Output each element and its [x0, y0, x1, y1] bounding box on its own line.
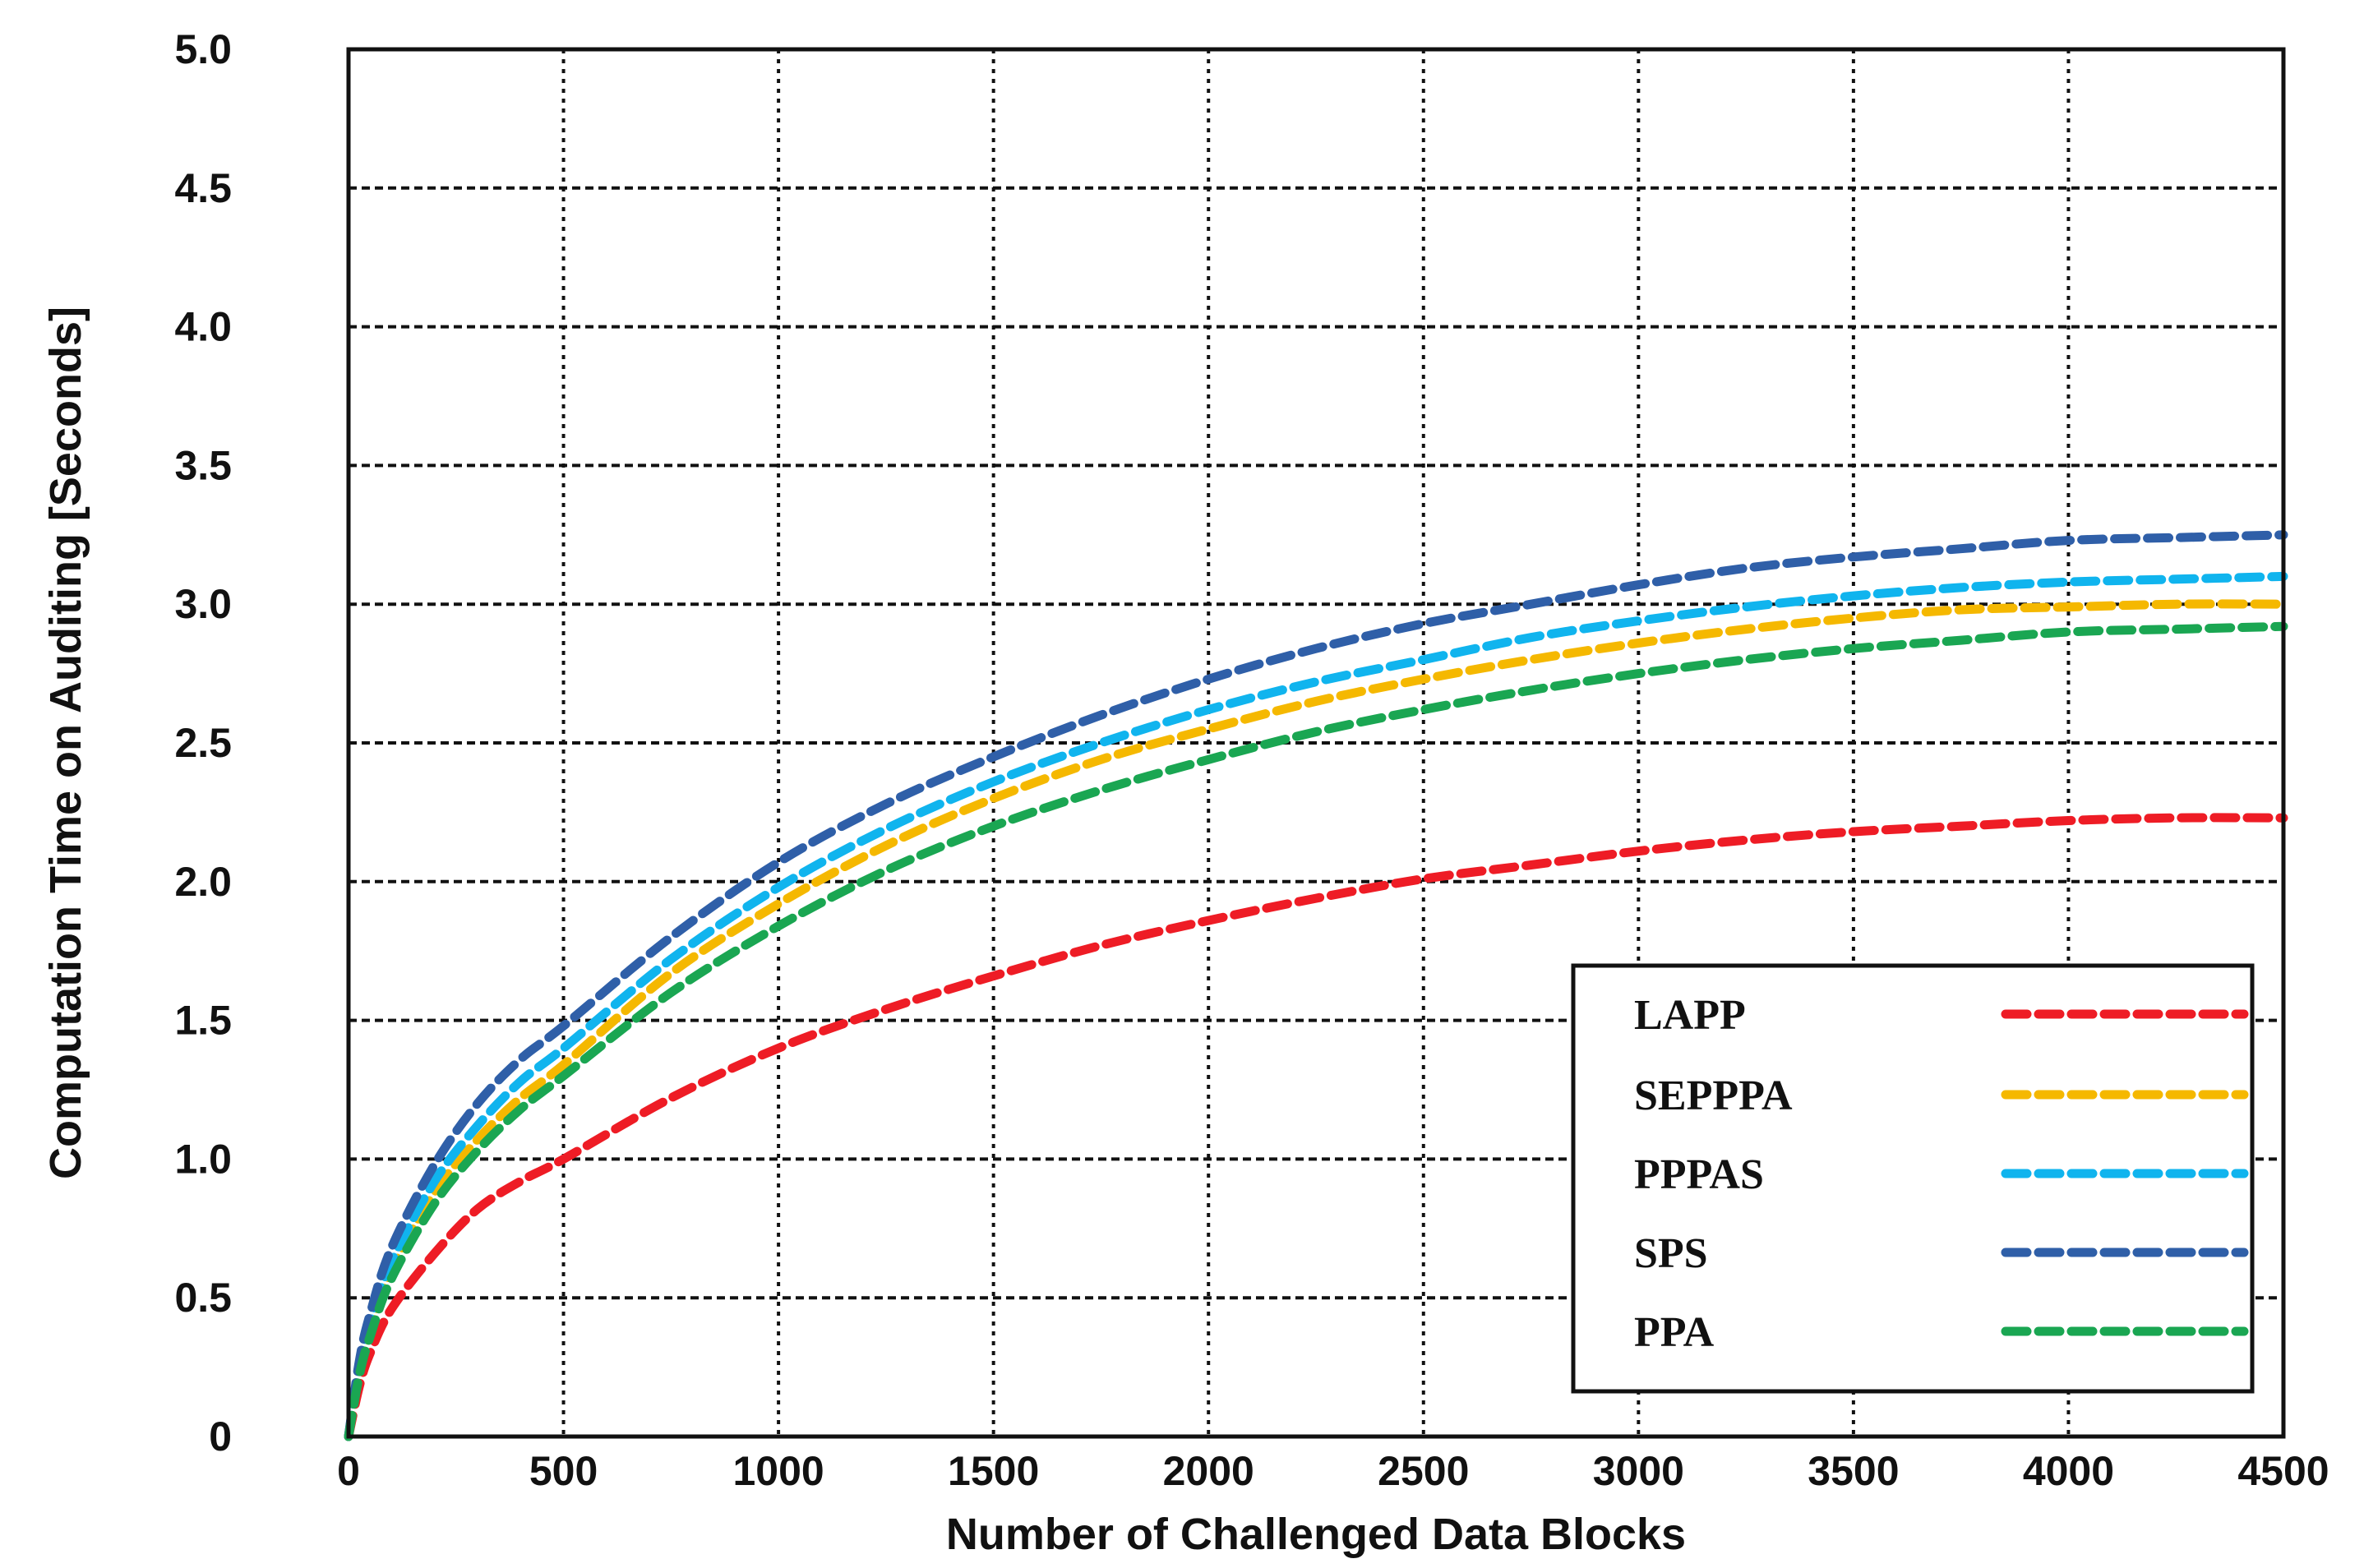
legend-label-ppa: PPA	[1634, 1309, 1715, 1356]
x-tick-label: 3500	[1808, 1448, 1899, 1494]
x-tick-label: 3000	[1593, 1448, 1684, 1494]
x-tick-label: 1000	[732, 1448, 824, 1494]
x-axis-title: Number of Challenged Data Blocks	[946, 1510, 1686, 1559]
series-line-ppa	[344, 621, 2288, 1441]
plot-area-frame	[346, 47, 2286, 1439]
legend-label-sepppa: SEPPPA	[1634, 1072, 1793, 1119]
x-tick-label: 0	[337, 1448, 360, 1494]
series-line-pppas	[344, 571, 2288, 1441]
legend-box	[1571, 963, 2255, 1394]
y-tick-label: 1.5	[174, 998, 232, 1044]
y-axis-ticks: 0 0.5 1.0 1.5 2.0 2.5 3.0 3.5 4.0 4.5 5.0	[174, 26, 232, 1460]
y-tick-label: 2.0	[174, 859, 232, 905]
y-tick-label: 2.5	[174, 720, 232, 766]
series-line-sps	[344, 530, 2288, 1441]
legend-label-sps: SPS	[1634, 1230, 1708, 1277]
y-tick-label: 0	[209, 1414, 232, 1460]
x-tick-label: 2000	[1163, 1448, 1254, 1494]
y-tick-label: 5.0	[174, 26, 232, 72]
x-tick-label: 4500	[2237, 1448, 2329, 1494]
y-tick-label: 3.0	[174, 581, 232, 627]
y-tick-label: 0.5	[174, 1275, 232, 1321]
series-line-sepppa	[344, 599, 2288, 1441]
legend-items: LAPP SEPPPA PPPAS SPS PPA	[1634, 992, 2249, 1356]
y-tick-label: 1.0	[174, 1136, 232, 1182]
y-tick-label: 3.5	[174, 442, 232, 488]
y-tick-label: 4.0	[174, 304, 232, 350]
legend: LAPP SEPPPA PPPAS SPS PPA	[1571, 963, 2255, 1394]
x-tick-label: 2500	[1378, 1448, 1469, 1494]
legend-label-pppas: PPPAS	[1634, 1151, 1764, 1198]
x-axis-ticks: 0 500 1000 1500 2000 2500 3000 3500 4000 4500	[337, 1448, 2329, 1494]
series-line-lapp	[344, 813, 2288, 1441]
series-lines	[344, 530, 2288, 1441]
x-tick-label: 1500	[948, 1448, 1039, 1494]
y-tick-label: 4.5	[174, 165, 232, 211]
x-tick-label: 4000	[2023, 1448, 2114, 1494]
y-axis-title: Computation Time on Auditing [Seconds]	[41, 307, 90, 1179]
legend-label-lapp: LAPP	[1634, 992, 1746, 1039]
x-tick-label: 500	[529, 1448, 598, 1494]
